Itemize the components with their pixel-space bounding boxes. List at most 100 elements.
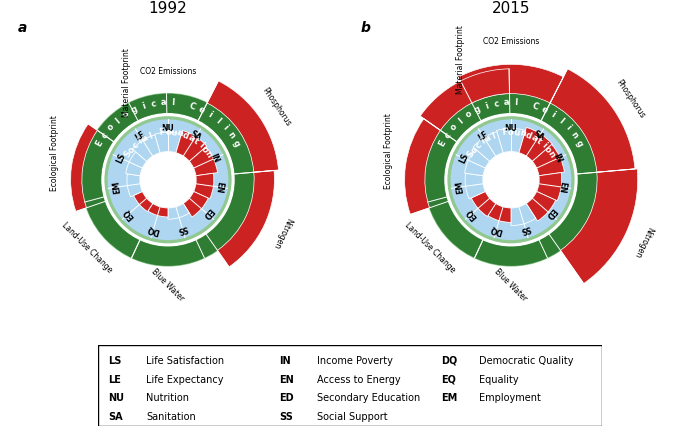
Text: Land-Use Change: Land-Use Change [403, 220, 457, 274]
Wedge shape [537, 172, 561, 201]
Wedge shape [496, 128, 526, 153]
Text: E: E [438, 139, 448, 148]
Text: o: o [508, 128, 514, 137]
Text: l: l [114, 116, 122, 125]
Text: o: o [449, 122, 459, 133]
Text: Ecological Footprint: Ecological Footprint [384, 113, 393, 190]
Text: LE: LE [134, 130, 147, 143]
Text: EM: EM [111, 180, 122, 194]
Text: t: t [192, 137, 200, 146]
Text: SS: SS [519, 223, 532, 235]
Text: u: u [170, 128, 178, 137]
Wedge shape [458, 64, 564, 103]
Wedge shape [465, 173, 485, 199]
Text: i: i [564, 123, 572, 132]
Wedge shape [148, 203, 168, 217]
Wedge shape [189, 147, 218, 176]
Text: a: a [140, 133, 150, 143]
Text: Secondary Education: Secondary Education [317, 393, 421, 403]
Text: CO2 Emissions: CO2 Emissions [140, 67, 196, 76]
Text: LS: LS [458, 152, 470, 165]
Text: Nitrogen: Nitrogen [632, 225, 654, 259]
Text: IN: IN [279, 356, 291, 366]
Title: 2015: 2015 [491, 1, 531, 16]
Text: F: F [159, 128, 165, 137]
Text: IN: IN [552, 152, 564, 164]
Text: SA: SA [108, 412, 122, 422]
Text: EN: EN [214, 181, 224, 193]
Text: i: i [550, 110, 556, 119]
Wedge shape [183, 191, 209, 217]
Text: o: o [469, 145, 480, 155]
Wedge shape [218, 170, 274, 267]
Text: NU: NU [505, 124, 517, 133]
Text: o: o [464, 110, 474, 120]
Wedge shape [132, 135, 160, 161]
Wedge shape [82, 94, 254, 266]
Text: ED: ED [542, 206, 557, 221]
Text: g: g [473, 105, 482, 116]
Text: u: u [513, 128, 521, 137]
Text: Sanitation: Sanitation [146, 412, 195, 422]
Text: d: d [181, 131, 190, 141]
Text: Ecological Footprint: Ecological Footprint [50, 116, 59, 191]
Text: i: i [206, 110, 214, 119]
Wedge shape [473, 132, 503, 161]
Circle shape [483, 152, 539, 208]
Text: NU: NU [108, 393, 124, 403]
Text: l: l [214, 116, 222, 125]
Text: d: d [524, 131, 533, 141]
Circle shape [140, 152, 196, 208]
Text: e: e [540, 105, 549, 115]
Text: Phosphorus: Phosphorus [260, 86, 292, 128]
Text: Equality: Equality [479, 374, 518, 384]
FancyBboxPatch shape [98, 345, 602, 426]
Text: g: g [130, 105, 139, 116]
Text: o: o [165, 128, 171, 137]
Text: EQ: EQ [122, 206, 136, 221]
Text: SS: SS [176, 223, 189, 235]
Text: EN: EN [556, 181, 567, 193]
Text: LE: LE [108, 374, 121, 384]
Text: a: a [529, 133, 539, 143]
Text: S: S [122, 150, 133, 160]
Text: LE: LE [477, 130, 490, 143]
Text: c: c [493, 99, 500, 109]
Circle shape [82, 94, 254, 266]
Text: NU: NU [162, 124, 174, 133]
Text: Democratic Quality: Democratic Quality [479, 356, 573, 366]
Text: EM: EM [454, 180, 466, 194]
Text: LS: LS [108, 356, 122, 366]
Text: ED: ED [279, 393, 294, 403]
Text: i: i [479, 137, 486, 146]
Text: IN: IN [209, 152, 221, 164]
Text: CO2 Emissions: CO2 Emissions [483, 37, 539, 46]
Text: E: E [94, 139, 105, 148]
Wedge shape [155, 132, 181, 153]
Wedge shape [405, 119, 440, 214]
Text: c: c [473, 140, 483, 150]
Text: C: C [188, 101, 197, 112]
Wedge shape [519, 128, 552, 161]
Text: n: n [546, 150, 556, 160]
Wedge shape [550, 69, 635, 172]
Text: a: a [18, 21, 27, 35]
Text: l: l [171, 98, 175, 107]
Text: Life Satisfaction: Life Satisfaction [146, 356, 224, 366]
Text: Blue Water: Blue Water [493, 267, 529, 303]
Text: C: C [531, 101, 540, 112]
Text: l: l [490, 131, 496, 140]
Text: Blue Water: Blue Water [150, 267, 186, 303]
Text: Land-Use Change: Land-Use Change [60, 220, 114, 274]
Wedge shape [465, 149, 490, 176]
Wedge shape [134, 191, 153, 211]
Text: n: n [225, 130, 237, 140]
Circle shape [425, 94, 597, 266]
Text: SA: SA [189, 130, 203, 143]
Text: S: S [466, 150, 476, 160]
Text: Nutrition: Nutrition [146, 393, 189, 403]
Text: e: e [197, 105, 206, 115]
Wedge shape [532, 144, 564, 176]
Wedge shape [126, 152, 147, 176]
Text: l: l [147, 131, 153, 140]
